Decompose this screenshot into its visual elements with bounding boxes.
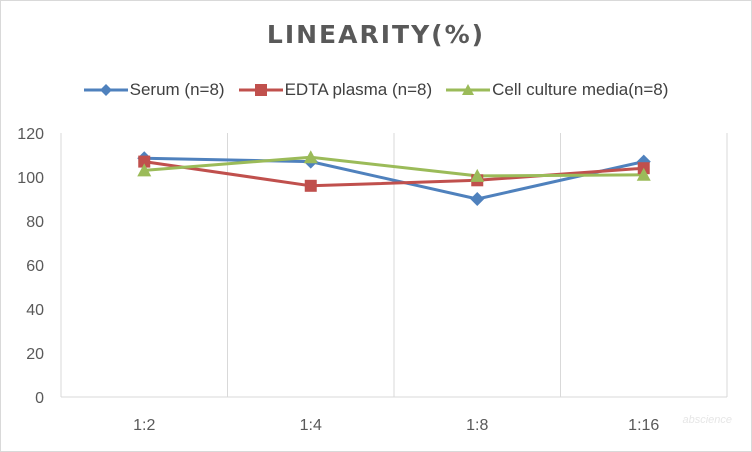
- y-tick-label: 20: [26, 346, 44, 363]
- data-point-edta-plasma-n-8: [138, 155, 151, 168]
- data-point-cell-culture-media-n-8: [470, 168, 485, 182]
- x-tick-label: 1:4: [300, 417, 322, 434]
- legend-item-cell-culture-media: Cell culture media(n=8): [446, 80, 668, 100]
- y-tick-label: 60: [26, 258, 44, 275]
- data-point-edta-plasma-n-8: [304, 179, 317, 192]
- legend-marker-square-icon: [238, 84, 283, 96]
- y-tick-label: 40: [26, 302, 44, 319]
- x-tick-label: 1:2: [133, 417, 155, 434]
- legend-item-edta-plasma: EDTA plasma (n=8): [238, 80, 433, 100]
- y-axis-ticks: 0 20 40 60 80 100 120: [17, 126, 44, 407]
- legend: Serum (n=8) EDTA plasma (n=8) Cell cultu…: [0, 80, 752, 100]
- y-tick-label: 100: [17, 170, 44, 187]
- y-tick-label: 0: [35, 390, 44, 407]
- x-tick-label: 1:16: [628, 417, 659, 434]
- data-point-cell-culture-media-n-8: [303, 150, 318, 164]
- data-point-cell-culture-media-n-8: [636, 167, 651, 181]
- watermark: abscience: [682, 414, 732, 426]
- data-point-serum-n-8: [470, 192, 485, 206]
- legend-marker-diamond-icon: [83, 84, 128, 96]
- x-tick-label: 1:8: [466, 417, 488, 434]
- gridlines: [60, 133, 728, 398]
- chart-title: LINEARITY(%): [266, 20, 486, 49]
- legend-item-serum: Serum (n=8): [83, 80, 225, 100]
- legend-label-cell-culture-media: Cell culture media(n=8): [492, 80, 669, 99]
- legend-marker-triangle-icon: [446, 84, 491, 95]
- series-line-serum-n-8: [144, 156, 645, 201]
- legend-label-edta-plasma: EDTA plasma (n=8): [284, 80, 433, 99]
- series-group: [137, 150, 651, 206]
- data-point-cell-culture-media-n-8: [137, 163, 152, 177]
- legend-label-serum: Serum (n=8): [129, 80, 225, 99]
- y-tick-label: 120: [17, 126, 44, 143]
- y-tick-label: 80: [26, 214, 44, 231]
- series-line-cell-culture-media-n-8: [144, 155, 644, 178]
- x-axis-ticks: 1:2 1:4 1:8 1:16: [133, 417, 659, 434]
